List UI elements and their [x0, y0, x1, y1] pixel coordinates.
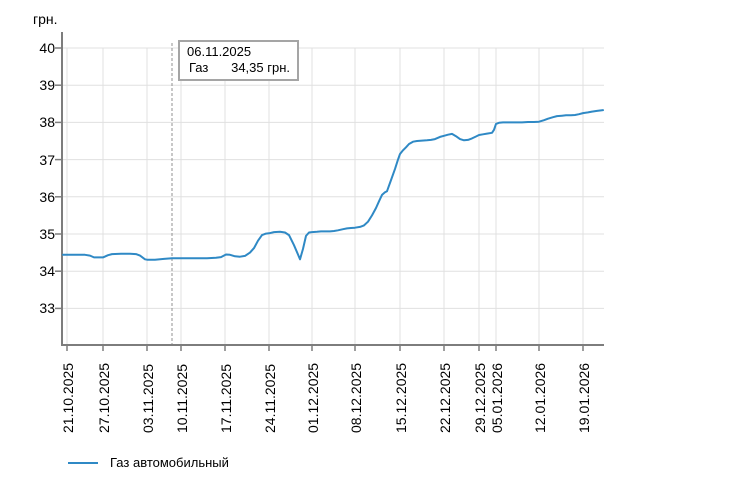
- x-tick-label: 01.12.2025: [305, 362, 321, 433]
- x-tick-label: 22.12.2025: [437, 362, 453, 433]
- legend[interactable]: Газ автомобильный: [68, 455, 229, 470]
- y-tick-label: 38: [39, 114, 55, 131]
- x-tick-label: 10.11.2025: [174, 363, 190, 433]
- y-tick-label: 35: [39, 226, 55, 242]
- tooltip-series-name: Газ: [189, 60, 209, 75]
- y-tick-label: 39: [39, 77, 55, 94]
- y-tick-label: 37: [39, 151, 55, 168]
- x-tick-label: 17.11.2025: [218, 363, 234, 433]
- legend-line-swatch: [68, 461, 98, 464]
- y-tick-label: 40: [39, 40, 55, 56]
- tooltip-value: 34,35 грн.: [231, 60, 290, 75]
- tooltip-row: Газ 34,35 грн.: [187, 60, 290, 76]
- x-tick-label: 08.12.2025: [348, 362, 364, 433]
- x-tick-label: 27.10.2025: [96, 362, 112, 433]
- x-tick-label: 21.10.2025: [60, 362, 76, 433]
- x-tick-label: 05.01.2026: [489, 362, 505, 433]
- x-tick-label: 19.01.2026: [576, 362, 592, 433]
- x-tick-label: 03.11.2025: [140, 363, 156, 433]
- tooltip: 06.11.2025 Газ 34,35 грн.: [178, 40, 299, 81]
- y-tick-label: 34: [39, 263, 55, 280]
- x-tick-label: 29.12.2025: [472, 362, 488, 433]
- series-line[interactable]: [62, 109, 604, 261]
- x-tick-label: 24.11.2025: [262, 363, 278, 433]
- x-tick-label: 15.12.2025: [393, 362, 409, 433]
- y-tick-label: 33: [39, 300, 55, 317]
- x-tick-label: 12.01.2026: [532, 362, 548, 433]
- legend-label: Газ автомобильный: [110, 455, 229, 470]
- y-axis-unit-label: грн.: [33, 11, 58, 27]
- tooltip-date: 06.11.2025: [187, 44, 252, 59]
- y-tick-label: 36: [39, 188, 55, 205]
